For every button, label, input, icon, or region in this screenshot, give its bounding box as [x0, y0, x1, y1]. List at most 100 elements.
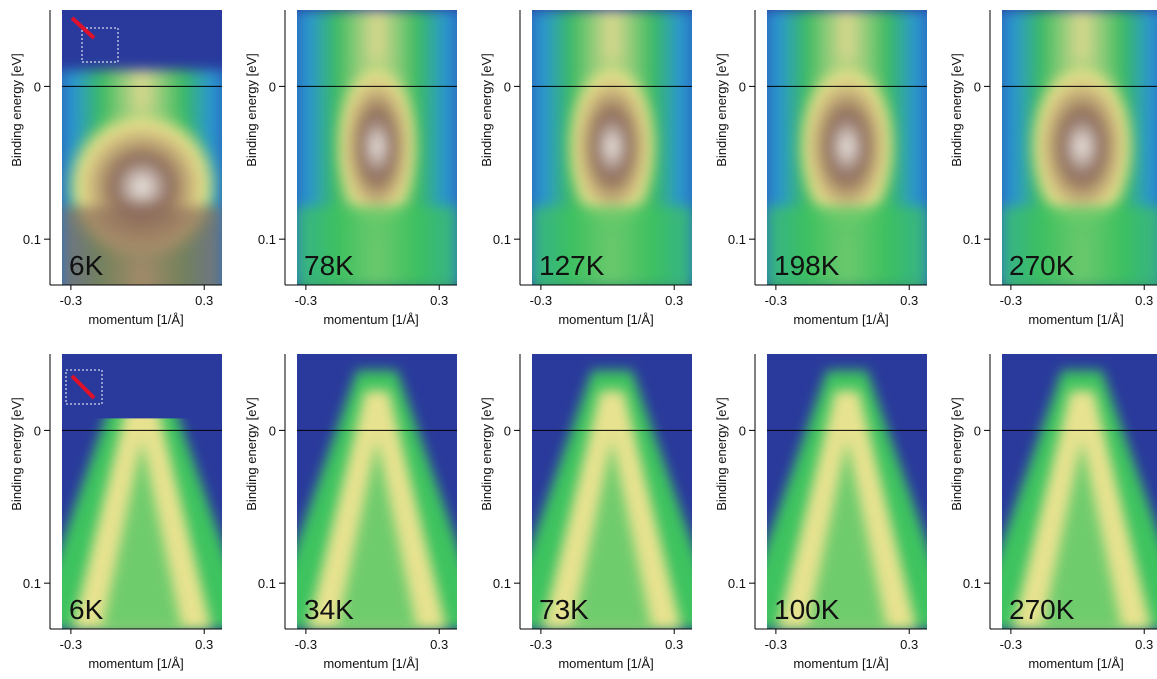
- x-label: momentum [1/Å]: [793, 656, 888, 671]
- lower-fill: [297, 206, 457, 285]
- y-tick-label: 0: [504, 423, 511, 438]
- band-v-inner: [807, 440, 887, 629]
- temperature-label: 34K: [304, 594, 354, 625]
- x-tick-label: 0.3: [1135, 293, 1153, 308]
- y-label: Binding energy [eV]: [9, 53, 24, 166]
- x-tick-label: -0.3: [765, 637, 787, 652]
- y-tick-label: 0.1: [963, 232, 981, 247]
- inset-box: [81, 27, 119, 63]
- y-tick-label: 0.1: [728, 232, 746, 247]
- x-label: momentum [1/Å]: [1028, 312, 1123, 327]
- temperature-label: 6K: [69, 250, 104, 281]
- x-tick-label: 0.3: [195, 293, 213, 308]
- x-label: momentum [1/Å]: [323, 312, 418, 327]
- y-tick-label: 0: [269, 423, 276, 438]
- temperature-label: 78K: [304, 250, 354, 281]
- panel: 0 0.1 Binding energy [eV] -0.3 0.3 momentum […: [9, 10, 222, 327]
- y-label: Binding energy [eV]: [949, 53, 964, 166]
- spectrum-image: [532, 10, 692, 285]
- panel: 0 0.1 Binding energy [eV] -0.3 0.3 momentum […: [9, 354, 222, 671]
- inset-cut: [70, 374, 96, 400]
- y-tick-label: 0: [974, 423, 981, 438]
- y-tick-label: 0.1: [493, 576, 511, 591]
- y-tick-label: 0: [739, 423, 746, 438]
- panel: 0 0.1 Binding energy [eV] -0.3 0.3 momentum […: [949, 354, 1157, 671]
- x-tick-label: -0.3: [1000, 293, 1022, 308]
- x-label: momentum [1/Å]: [558, 312, 653, 327]
- x-tick-label: 0.3: [900, 293, 918, 308]
- x-tick-label: 0.3: [430, 293, 448, 308]
- y-tick-label: 0: [34, 423, 41, 438]
- panel: 0 0.1 Binding energy [eV] -0.3 0.3 momentum […: [244, 354, 457, 671]
- y-tick-label: 0: [34, 79, 41, 94]
- y-tick-label: 0: [504, 79, 511, 94]
- temperature-label: 127K: [539, 250, 605, 281]
- panel: 0 0.1 Binding energy [eV] -0.3 0.3 momentum […: [479, 10, 692, 327]
- x-tick-label: 0.3: [900, 637, 918, 652]
- y-tick-label: 0: [974, 79, 981, 94]
- x-tick-label: 0.3: [195, 637, 213, 652]
- panel: 0 0.1 Binding energy [eV] -0.3 0.3 momentum […: [244, 10, 457, 327]
- spectrum-image: [532, 354, 692, 629]
- x-tick-label: -0.3: [530, 637, 552, 652]
- x-label: momentum [1/Å]: [88, 656, 183, 671]
- band-v-inner: [102, 440, 182, 629]
- x-tick-label: -0.3: [530, 293, 552, 308]
- y-tick-label: 0.1: [258, 576, 276, 591]
- lower-fill: [767, 206, 927, 285]
- x-tick-label: -0.3: [1000, 637, 1022, 652]
- x-tick-label: 0.3: [430, 637, 448, 652]
- lower-fill: [532, 206, 692, 285]
- x-label: momentum [1/Å]: [558, 656, 653, 671]
- y-label: Binding energy [eV]: [479, 397, 494, 510]
- inset-cut: [70, 16, 96, 40]
- x-tick-label: 0.3: [665, 637, 683, 652]
- temperature-label: 73K: [539, 594, 589, 625]
- x-label: momentum [1/Å]: [793, 312, 888, 327]
- y-tick-label: 0.1: [258, 232, 276, 247]
- band-v-inner: [337, 440, 417, 629]
- y-label: Binding energy [eV]: [714, 397, 729, 510]
- spectrum-image: [62, 354, 222, 629]
- temperature-label: 270K: [1009, 250, 1075, 281]
- x-tick-label: -0.3: [60, 637, 82, 652]
- x-label: momentum [1/Å]: [1028, 656, 1123, 671]
- x-label: momentum [1/Å]: [88, 312, 183, 327]
- y-tick-label: 0: [739, 79, 746, 94]
- x-tick-label: 0.3: [1135, 637, 1153, 652]
- spectrum-image: [297, 10, 457, 285]
- top-blue: [62, 354, 222, 419]
- y-tick-label: 0.1: [23, 576, 41, 591]
- x-tick-label: -0.3: [60, 293, 82, 308]
- x-tick-label: -0.3: [295, 637, 317, 652]
- intensity: [1026, 56, 1138, 237]
- y-label: Binding energy [eV]: [9, 397, 24, 510]
- lower-fill: [62, 206, 222, 285]
- band-v-inner: [572, 440, 652, 629]
- x-tick-label: -0.3: [295, 293, 317, 308]
- spectrum-image: [1002, 354, 1157, 629]
- panel: 0 0.1 Binding energy [eV] -0.3 0.3 momentum […: [714, 10, 927, 327]
- intensity: [795, 56, 899, 237]
- y-label: Binding energy [eV]: [714, 53, 729, 166]
- x-label: momentum [1/Å]: [323, 656, 418, 671]
- lower-fill: [1002, 206, 1157, 285]
- spectrum-image: [297, 354, 457, 629]
- intensity: [564, 56, 660, 237]
- temperature-label: 6K: [69, 594, 104, 625]
- temperature-label: 270K: [1009, 594, 1075, 625]
- spectrum-image: [62, 10, 222, 285]
- intensity: [333, 56, 421, 237]
- y-tick-label: 0: [269, 79, 276, 94]
- inset-box: [65, 369, 103, 405]
- x-tick-label: 0.3: [665, 293, 683, 308]
- y-tick-label: 0.1: [493, 232, 511, 247]
- band-v-inner: [1042, 440, 1122, 629]
- y-label: Binding energy [eV]: [244, 53, 259, 166]
- x-tick-label: -0.3: [765, 293, 787, 308]
- temperature-label: 198K: [774, 250, 840, 281]
- y-label: Binding energy [eV]: [479, 53, 494, 166]
- panel: 0 0.1 Binding energy [eV] -0.3 0.3 momentum […: [949, 10, 1157, 327]
- y-tick-label: 0.1: [728, 576, 746, 591]
